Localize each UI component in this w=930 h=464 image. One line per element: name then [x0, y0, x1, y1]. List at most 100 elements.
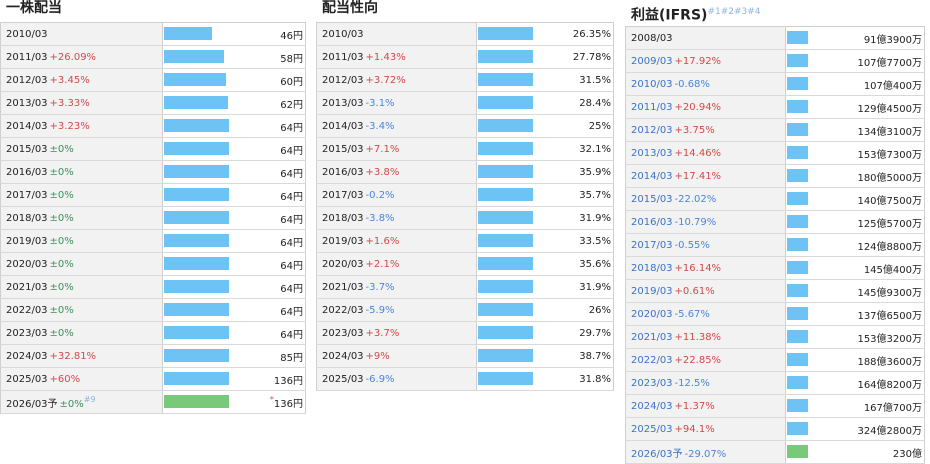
payout-ratio-panel: 配当性向 2010/03 26.35% 2011/03 +1.43% 27.78% 201…: [316, 0, 614, 391]
year-label: 2012/03: [322, 74, 364, 86]
value-text: 25%: [588, 120, 611, 132]
value-text: 64円: [280, 329, 303, 341]
value-cell: 46円: [229, 22, 306, 46]
table-row: 2009/03 +17.92% 107億7700万: [625, 49, 925, 73]
year-label[interactable]: 2024/03: [631, 400, 673, 412]
year-label[interactable]: 2011/03: [631, 101, 673, 113]
row-label: 2026/03予 ±0%#9: [0, 390, 164, 414]
dividend-panel: 一株配当 2010/03 46円 2011/03 +26.09% 58円 2012/03 +…: [0, 0, 306, 414]
year-label[interactable]: 2023/03: [631, 377, 673, 389]
change-percent: -12.5%: [674, 377, 710, 389]
value-text: 28.4%: [579, 97, 611, 109]
row-label: 2018/03 +16.14%: [625, 256, 786, 280]
value-text: 31.9%: [579, 212, 611, 224]
change-percent: ±0%: [49, 212, 74, 224]
footnote-link[interactable]: #9: [83, 394, 96, 404]
bar-cell: [476, 321, 581, 345]
value-text: 64円: [280, 283, 303, 295]
row-label: 2014/03 +17.41%: [625, 164, 786, 188]
bar-cell: [476, 45, 574, 69]
year-label: 2020/03: [322, 258, 364, 270]
row-label: 2020/03 -5.67%: [625, 302, 786, 326]
value-cell: 107億400万: [807, 72, 925, 96]
change-percent: +20.94%: [674, 101, 722, 113]
change-percent: -10.79%: [674, 216, 717, 228]
year-label[interactable]: 2017/03: [631, 239, 673, 251]
value-text: 167億700万: [863, 402, 922, 414]
value-cell: 188億3600万: [807, 348, 925, 372]
value-cell: 140億7500万: [807, 187, 925, 211]
value-cell: 145億400万: [807, 256, 925, 280]
value-bar: [164, 188, 231, 201]
bar-cell: [785, 72, 832, 96]
change-percent: -3.7%: [365, 281, 395, 293]
year-label[interactable]: 2012/03: [631, 124, 673, 136]
profit-title-notes[interactable]: #1#2#3#4: [707, 7, 761, 17]
table-row: 2024/03 +1.37% 167億700万: [625, 394, 925, 418]
value-bar: [164, 211, 231, 224]
value-cell: 136円: [229, 367, 306, 391]
bar-cell: [476, 275, 588, 299]
row-label: 2024/03 +32.81%: [0, 344, 164, 368]
value-cell: 38.7%: [533, 344, 614, 368]
year-label: 2015/03: [322, 143, 364, 155]
table-row: 2012/03 +3.45% 60円: [0, 68, 306, 92]
value-cell: 64円: [229, 114, 306, 138]
year-label[interactable]: 2009/03: [631, 55, 673, 67]
year-label[interactable]: 2013/03: [631, 147, 673, 159]
change-percent: +94.1%: [674, 423, 715, 435]
year-label: 2021/03: [6, 281, 48, 293]
year-label[interactable]: 2020/03: [631, 308, 673, 320]
row-label: 2024/03 +9%: [316, 344, 477, 368]
value-cell: 31.5%: [533, 68, 614, 92]
value-bar: [164, 257, 231, 270]
row-label: 2023/03 -12.5%: [625, 371, 786, 395]
row-label: 2016/03 -10.79%: [625, 210, 786, 234]
bar-cell: [162, 68, 230, 92]
table-row: 2026/03予 -29.07% 230億: [625, 440, 925, 464]
year-label[interactable]: 2016/03: [631, 216, 673, 228]
bar-cell: [785, 164, 863, 188]
value-bar: [164, 50, 225, 63]
bar-cell: [162, 367, 305, 391]
row-label: 2015/03 +7.1%: [316, 137, 477, 161]
bar-cell: [162, 390, 305, 414]
value-cell: 180億5000万: [807, 164, 925, 188]
table-row: 2018/03 ±0% 64円: [0, 206, 306, 230]
value-text: 27.78%: [572, 51, 611, 63]
year-label[interactable]: 2021/03: [631, 331, 673, 343]
value-text: 64円: [280, 191, 303, 203]
year-label[interactable]: 2026/03予: [631, 448, 683, 460]
year-label[interactable]: 2019/03: [631, 285, 673, 297]
change-percent: +3.75%: [674, 124, 715, 136]
value-cell: 64円: [229, 206, 306, 230]
value-text: 136円: [273, 398, 303, 410]
row-label: 2023/03 +3.7%: [316, 321, 477, 345]
value-text: 64円: [280, 214, 303, 226]
row-label: 2017/03 ±0%: [0, 183, 164, 207]
row-label: 2021/03 ±0%: [0, 275, 164, 299]
value-cell: 129億4500万: [807, 95, 925, 119]
year-label[interactable]: 2010/03: [631, 78, 673, 90]
change-percent: ±0%: [49, 235, 74, 247]
bar-cell: [785, 118, 843, 142]
value-bar: [164, 165, 231, 178]
year-label: 2019/03: [6, 235, 48, 247]
row-label: 2021/03 -3.7%: [316, 275, 477, 299]
row-label: 2013/03 +14.46%: [625, 141, 786, 165]
bar-cell: [785, 348, 866, 372]
change-percent: +9%: [365, 350, 390, 362]
year-label[interactable]: 2015/03: [631, 193, 673, 205]
year-label[interactable]: 2008/03: [631, 32, 673, 44]
year-label[interactable]: 2018/03: [631, 262, 673, 274]
year-label: 2016/03: [6, 166, 48, 178]
row-label: 2012/03 +3.45%: [0, 68, 164, 92]
year-label[interactable]: 2014/03: [631, 170, 673, 182]
year-label[interactable]: 2022/03: [631, 354, 673, 366]
year-label[interactable]: 2025/03: [631, 423, 673, 435]
row-label: 2016/03 ±0%: [0, 160, 164, 184]
table-row: 2020/03 +2.1% 35.6%: [316, 252, 614, 276]
year-label: 2020/03: [6, 258, 48, 270]
table-row: 2017/03 ±0% 64円: [0, 183, 306, 207]
row-label: 2012/03 +3.72%: [316, 68, 477, 92]
